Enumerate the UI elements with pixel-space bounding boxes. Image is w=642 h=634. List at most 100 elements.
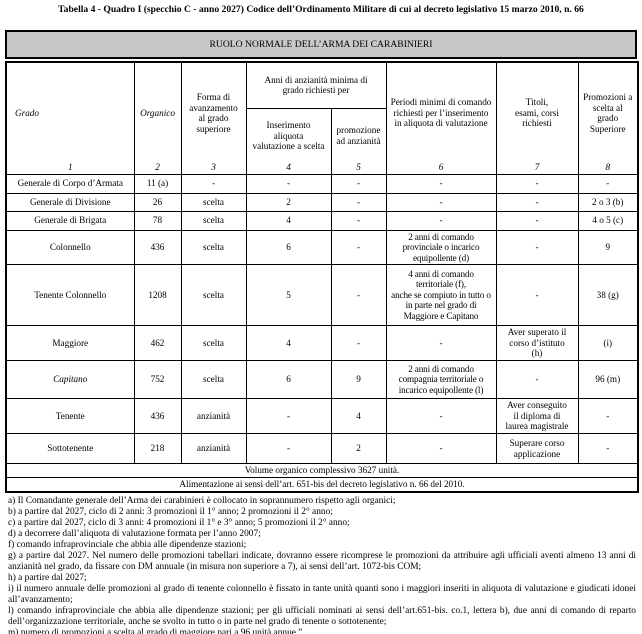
col-header-organico: Organico 2 xyxy=(133,61,182,175)
table-footer-row: Volume organico complessivo 3627 unità. xyxy=(5,463,639,478)
table-row: Maggiore 462 scelta 4 - - Aver superato … xyxy=(5,325,639,361)
header-row-2: Inserimento aliquota valutazione a scelt… xyxy=(6,107,638,175)
cell-promozioni: - xyxy=(577,398,639,434)
cell-periodi: - xyxy=(385,173,497,194)
cell-titoli: - xyxy=(495,264,579,326)
col-number: 5 xyxy=(356,162,361,172)
cell-promozioni: 38 (g) xyxy=(577,264,639,326)
cell-organico: 26 xyxy=(133,192,182,212)
table-header: Grado 1 Organico 2 Forma di avanzamento … xyxy=(5,61,639,175)
table-row: Tenente 436 anzianità - 4 - Aver consegu… xyxy=(5,398,639,434)
col-number: 1 xyxy=(67,162,73,172)
table-row: Generale di Brigata 78 scelta 4 - - - 4 … xyxy=(5,210,639,231)
cell-organico: 436 xyxy=(133,229,182,265)
cell-organico: 218 xyxy=(133,433,182,464)
cell-inserimento: 4 xyxy=(245,325,332,361)
cell-periodi: - xyxy=(385,325,497,361)
note-a: a) Il Comandante generale dell’Arma dei … xyxy=(8,495,396,506)
cell-organico: 436 xyxy=(133,398,182,434)
cell-titoli: - xyxy=(495,192,579,212)
cell-titoli: - xyxy=(495,229,579,265)
cell-inserimento: - xyxy=(245,173,332,194)
col-number: 6 xyxy=(438,162,444,172)
col-number: 3 xyxy=(211,162,216,172)
col-header-grado: Grado 1 xyxy=(5,61,135,175)
cell-titoli: - xyxy=(495,210,579,231)
col-header-anni-anzianita-group: Anni di anzianità minima di grado richie… xyxy=(245,61,387,109)
note-m: m) numero di promozioni a scelta al grad… xyxy=(8,627,305,634)
cell-grado: Colonnello xyxy=(5,229,135,265)
table-banner-label: RUOLO NORMALE DELL’ARMA DEI CARABINIERI xyxy=(209,39,433,50)
footer-volume-organico: Volume organico complessivo 3627 unità. xyxy=(5,463,639,478)
cell-promozione: - xyxy=(330,192,387,212)
cell-titoli: Aver superato il corso d’istituto (h) xyxy=(495,325,579,361)
cell-promozione: - xyxy=(330,229,387,265)
cell-forma: scelta xyxy=(180,264,247,326)
cell-periodi: 4 anni di comando territoriale (f), anch… xyxy=(385,264,497,326)
cell-grado: Tenente xyxy=(5,398,135,434)
cell-forma: - xyxy=(180,173,247,194)
cell-titoli: - xyxy=(495,173,579,194)
cell-forma: anzianità xyxy=(180,433,247,464)
col-number: 2 xyxy=(155,162,160,172)
cell-periodi: - xyxy=(385,210,497,231)
header-row-1: Grado 1 Organico 2 Forma di avanzamento … xyxy=(5,61,639,175)
col-header-inserimento-label: Inserimento aliquota valutazione a scelt… xyxy=(252,120,325,151)
cell-inserimento: - xyxy=(245,398,332,434)
col-header-promozioni-scelta: Promozioni a scelta al grado Superiore 8 xyxy=(577,61,639,175)
note-l: l) comando infraprovinciale che abbia al… xyxy=(8,605,636,627)
cell-inserimento: 2 xyxy=(245,192,332,212)
cell-promozione: 4 xyxy=(330,398,387,434)
note-c: c) a partire dal 2027, ciclo di 3 anni: … xyxy=(8,517,350,528)
table-row: Sottotenente 218 anzianità - 2 - Superar… xyxy=(5,433,639,464)
notes-section: a) Il Comandante generale dell’Arma dei … xyxy=(5,496,637,634)
col-header-organico-label: Organico xyxy=(140,107,175,118)
ordinamento-table: Grado 1 Organico 2 Forma di avanzamento … xyxy=(5,61,639,493)
cell-organico: 11 (a) xyxy=(133,173,182,194)
cell-grado: Maggiore xyxy=(5,325,135,361)
cell-inserimento: 6 xyxy=(245,229,332,265)
cell-promozioni: (i) xyxy=(577,325,639,361)
col-header-inserimento-aliquota: Inserimento aliquota valutazione a scelt… xyxy=(245,107,332,175)
cell-grado: Tenente Colonnello xyxy=(5,264,135,326)
table-row: Tenente Colonnello 1208 scelta 5 - 4 ann… xyxy=(5,264,639,326)
col-header-promozione-label: promozione ad anzianità xyxy=(336,125,381,146)
cell-promozione: - xyxy=(330,210,387,231)
cell-promozioni: 96 (m) xyxy=(577,360,639,399)
col-header-periodi-label: Periodi minimi di comando richiesti per … xyxy=(390,97,492,129)
cell-promozioni: - xyxy=(577,433,639,464)
cell-forma: scelta xyxy=(180,325,247,361)
table-row: Generale di Corpo d’Armata 11 (a) - - - … xyxy=(5,173,639,194)
col-number: 7 xyxy=(534,162,540,172)
col-header-forma-avanzamento: Forma di avanzamento al grado superiore … xyxy=(180,61,247,175)
cell-periodi: 2 anni di comando provinciale o incarico… xyxy=(385,229,497,265)
cell-forma: scelta xyxy=(180,360,247,399)
cell-titoli: Aver conseguito il diploma di laurea mag… xyxy=(495,398,579,434)
cell-grado: Generale di Brigata xyxy=(5,210,135,231)
col-header-promozioni-label: Promozioni a scelta al grado Superiore xyxy=(583,92,633,134)
cell-periodi: - xyxy=(385,398,497,434)
cell-inserimento: 5 xyxy=(245,264,332,326)
note-d: d) a decorrere dall’aliquota di valutazi… xyxy=(8,528,261,539)
cell-promozione: 2 xyxy=(330,433,387,464)
table-body: Generale di Corpo d’Armata 11 (a) - - - … xyxy=(5,173,639,492)
document-title: Tabella 4 - Quadro I (specchio C - anno … xyxy=(58,4,584,15)
col-header-titoli-label: Titoli, esami, corsi richiesti xyxy=(515,97,559,129)
cell-grado: Capitano xyxy=(5,360,135,399)
cell-forma: scelta xyxy=(180,192,247,212)
cell-organico: 752 xyxy=(133,360,182,399)
cell-promozioni: 2 o 3 (b) xyxy=(577,192,639,212)
col-header-forma-label: Forma di avanzamento al grado superiore xyxy=(189,92,238,134)
cell-promozione: 9 xyxy=(330,360,387,399)
cell-promozioni: 9 xyxy=(577,229,639,265)
cell-grado: Sottotenente xyxy=(5,433,135,464)
col-header-periodi-comando: Periodi minimi di comando richiesti per … xyxy=(385,61,497,175)
cell-promozione: - xyxy=(330,173,387,194)
cell-periodi: 2 anni di comando compagnia territoriale… xyxy=(385,360,497,399)
note-f: f) comando infraprovinciale che abbia al… xyxy=(8,539,247,550)
table-row: Colonnello 436 scelta 6 - 2 anni di coma… xyxy=(5,229,639,265)
col-number: 8 xyxy=(605,162,611,172)
col-number: 4 xyxy=(286,162,291,172)
cell-organico: 1208 xyxy=(133,264,182,326)
